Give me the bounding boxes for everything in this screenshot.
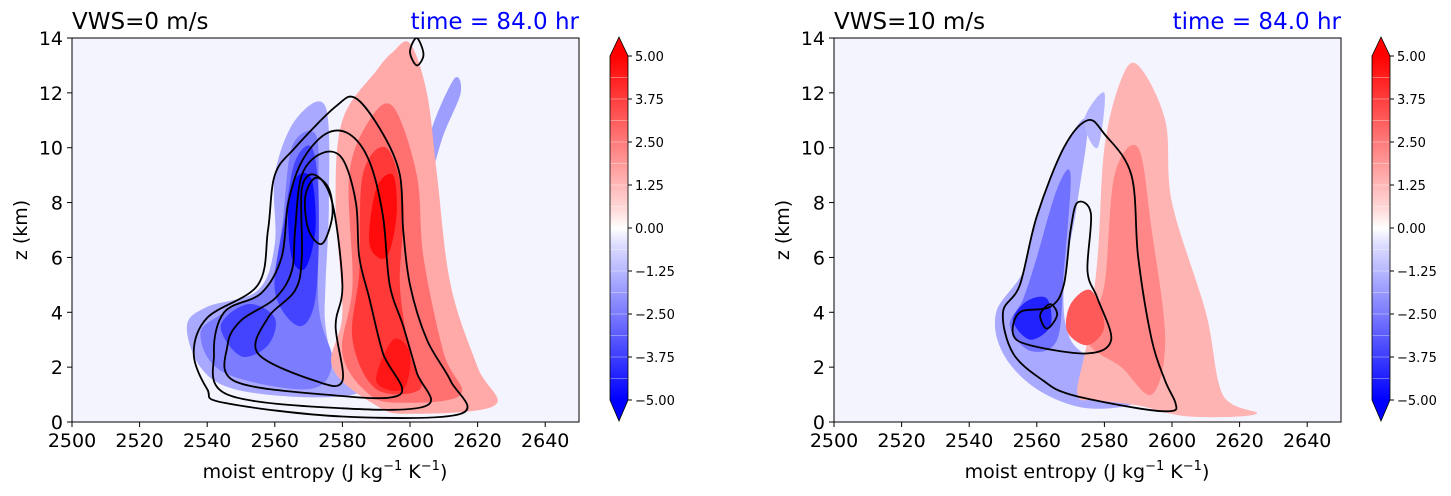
y-tick-label: 10 (39, 138, 63, 160)
contour-line (409, 38, 425, 67)
negative-region (1013, 296, 1052, 340)
panel-vws-10: 2500 2520 2540 2560 2580 2600 2620 2640 0 2 4 6 8 10 1… (772, 9, 1437, 483)
colorbar-tick-label: 2.50 (1397, 136, 1426, 151)
y-tick-label: 0 (51, 412, 63, 434)
y-tick-label: 12 (801, 83, 825, 105)
positive-region (376, 338, 411, 391)
x-tick-label: 2560 (251, 430, 299, 452)
colorbar-tick-label: 5.00 (635, 50, 664, 65)
x-tick-label: 2540 (183, 430, 231, 452)
panel-title-left: VWS=0 m/s (72, 9, 208, 35)
x-tick-label: 2500 (48, 430, 96, 452)
colorbar-gradient (610, 56, 628, 400)
axis-ticks: 2500 2520 2540 2560 2580 2600 2620 2640 0 2 4 6 8 10 1… (801, 28, 1332, 452)
positive-region (351, 146, 422, 395)
colorbar-tick-label: 0.00 (1397, 222, 1426, 237)
panel-title-right: time = 84.0 hr (411, 9, 580, 35)
contour-line (254, 173, 344, 387)
contour-line (303, 176, 334, 245)
contour-line (192, 95, 469, 419)
colorbar-extend-max (610, 37, 628, 56)
y-tick-label: 6 (813, 247, 825, 269)
colorbar-tick-label: 5.00 (1397, 50, 1426, 65)
y-tick-label: 10 (801, 138, 825, 160)
x-axis-label: moist entropy (J kg−1 K−1) (203, 459, 448, 483)
panel-title-left: VWS=10 m/s (834, 9, 985, 35)
y-tick-label: 8 (51, 193, 63, 215)
y-tick-label: 4 (813, 302, 825, 324)
colorbar-tick-label: 1.25 (1397, 179, 1426, 194)
negative-region (1084, 92, 1105, 149)
colorbar-tick-label: 1.25 (635, 179, 664, 194)
contour-lines (1001, 118, 1178, 413)
x-tick-label: 2540 (945, 430, 993, 452)
y-tick-label: 14 (39, 28, 63, 50)
contour-line (223, 150, 404, 400)
positive-region (1087, 144, 1166, 396)
colorbar: 5.00 3.75 2.50 1.25 0.00 −1.25 −2.50 −3.75 −5.00 (1371, 36, 1437, 423)
y-tick-label: 6 (51, 247, 63, 269)
negative-region (427, 77, 462, 176)
colorbar-tick-label: 0.00 (635, 222, 664, 237)
x-tick-label: 2580 (318, 430, 366, 452)
y-tick-label: 14 (801, 28, 825, 50)
x-tick-label: 2600 (1148, 430, 1196, 452)
x-tick-label: 2520 (877, 430, 925, 452)
x-tick-label: 2580 (1080, 430, 1128, 452)
colorbar-tick-label: −5.00 (635, 394, 675, 409)
colorbar-tick-label: 2.50 (635, 136, 664, 151)
y-tick-label: 8 (813, 193, 825, 215)
contour-line (1001, 118, 1178, 413)
colorbar-tick-label: −2.50 (1397, 308, 1437, 323)
colorbar: 5.00 3.75 2.50 1.25 0.00 −1.25 −2.50 −3.75 −5.00 (609, 36, 675, 423)
colorbar-gradient (1372, 56, 1390, 400)
colorbar-tick-label: −3.75 (635, 351, 675, 366)
colorbar-tick-label: −3.75 (1397, 351, 1437, 366)
y-axis-label: z (km) (772, 200, 794, 260)
colorbar-tick-label: −2.50 (635, 308, 675, 323)
panel-title-right: time = 84.0 hr (1173, 9, 1342, 35)
x-tick-label: 2600 (386, 430, 434, 452)
colorbar-extend-min (1372, 400, 1390, 421)
filled-contours (994, 62, 1258, 418)
contour-line (1011, 200, 1113, 355)
x-tick-label: 2500 (810, 430, 858, 452)
y-axis-label: z (km) (10, 200, 32, 260)
x-tick-label: 2640 (1283, 430, 1331, 452)
colorbar-tick-label: −1.25 (1397, 265, 1437, 280)
y-tick-label: 4 (51, 302, 63, 324)
colorbar-tick-label: 3.75 (1397, 93, 1426, 108)
axis-ticks: 2500 2520 2540 2560 2580 2600 2620 2640 0 2 4 6 8 10 1… (39, 28, 570, 452)
x-tick-label: 2620 (453, 430, 501, 452)
x-tick-label: 2640 (521, 430, 569, 452)
y-tick-label: 2 (813, 357, 825, 379)
panel-vws-0: 2500 2520 2540 2560 2580 2600 2620 2640 0 2 4 6 8 10 1… (10, 9, 675, 483)
contour-line (211, 129, 432, 411)
y-tick-label: 0 (813, 412, 825, 434)
positive-region (1065, 289, 1105, 346)
negative-region (220, 303, 276, 357)
plot-frame (833, 37, 1342, 423)
x-axis-label: moist entropy (J kg−1 K−1) (965, 459, 1210, 483)
colorbar-extend-max (1372, 37, 1390, 56)
y-tick-label: 12 (39, 83, 63, 105)
contour-line (1039, 303, 1059, 330)
colorbar-tick-label: −5.00 (1397, 394, 1437, 409)
x-tick-label: 2520 (115, 430, 163, 452)
x-tick-label: 2620 (1215, 430, 1263, 452)
colorbar-tick-label: 3.75 (635, 93, 664, 108)
colorbar-extend-min (610, 400, 628, 421)
plot-frame (71, 37, 580, 423)
x-tick-label: 2560 (1013, 430, 1061, 452)
y-tick-label: 2 (51, 357, 63, 379)
contour-lines (192, 38, 469, 419)
colorbar-tick-label: −1.25 (635, 265, 675, 280)
